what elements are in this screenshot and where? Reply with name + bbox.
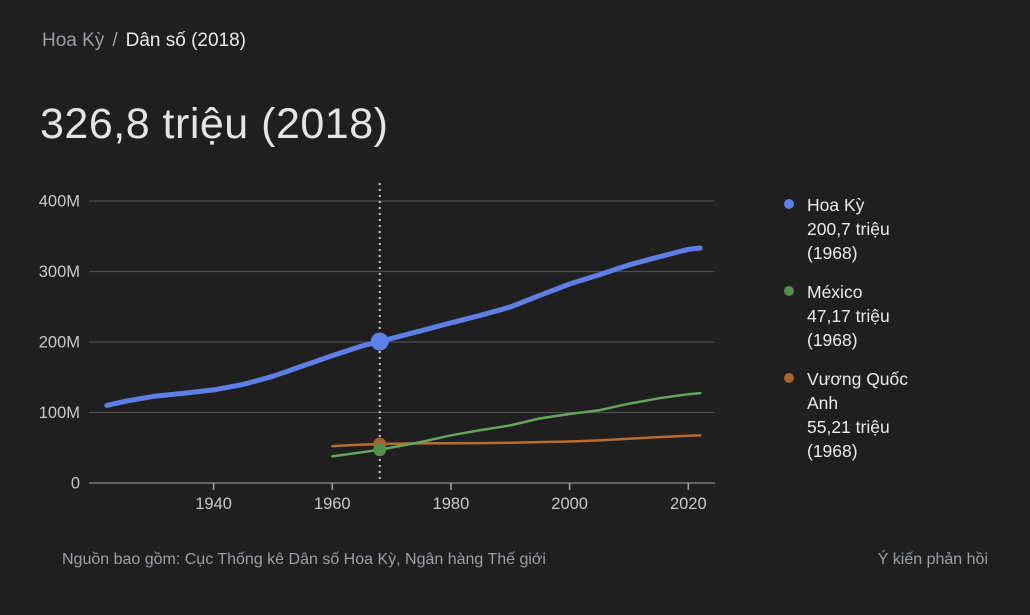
legend-item-text: Hoa Kỳ 200,7 triệu (1968): [807, 193, 921, 265]
y-tick-label: 200M: [39, 334, 80, 352]
x-tick-label: 1980: [433, 495, 470, 513]
chart-legend: Hoa Kỳ 200,7 triệu (1968) México 47,17 t…: [784, 193, 921, 463]
legend-series-year: (1968): [807, 243, 858, 263]
breadcrumb-separator: /: [112, 30, 118, 51]
legend-series-name: México: [807, 282, 863, 302]
series-marker-m-xico[interactable]: [373, 443, 387, 457]
series-line-m-xico[interactable]: [331, 391, 702, 458]
legend-dot-blue-icon: [784, 199, 794, 209]
legend-item-hoa-ky[interactable]: Hoa Kỳ 200,7 triệu (1968): [784, 193, 921, 265]
x-tick-label: 2000: [551, 495, 588, 513]
breadcrumb-current: Dân số (2018): [125, 30, 246, 51]
series-marker-hoa-k-[interactable]: [370, 332, 389, 351]
breadcrumb: Hoa Kỳ / Dân số (2018): [42, 29, 246, 53]
x-tick-label: 1940: [195, 495, 232, 513]
legend-series-name: Vương Quốc Anh: [807, 369, 909, 413]
legend-item-mexico[interactable]: México 47,17 triệu (1968): [784, 280, 921, 352]
series-line-v-ng-qu-c-anh[interactable]: [331, 434, 702, 448]
series-line-hoa-k-[interactable]: [104, 245, 703, 408]
y-tick-label: 400M: [39, 193, 80, 211]
legend-series-value: 200,7 triệu: [807, 219, 890, 239]
x-tick-label: 1960: [314, 495, 351, 513]
page-title: 326,8 triệu (2018): [40, 100, 389, 148]
legend-dot-green-icon: [784, 286, 794, 296]
legend-item-text: México 47,17 triệu (1968): [807, 280, 921, 352]
source-attribution: Nguồn bao gồm: Cục Thống kê Dân số Hoa K…: [62, 551, 546, 568]
legend-series-value: 47,17 triệu: [807, 306, 890, 326]
x-tick-label: 2020: [670, 495, 707, 513]
legend-item-vuong-quoc-anh[interactable]: Vương Quốc Anh 55,21 triệu (1968): [784, 367, 921, 463]
breadcrumb-country-link[interactable]: Hoa Kỳ: [42, 30, 105, 51]
legend-series-year: (1968): [807, 441, 858, 461]
legend-series-name: Hoa Kỳ: [807, 195, 865, 215]
legend-item-text: Vương Quốc Anh 55,21 triệu (1968): [807, 367, 921, 463]
y-tick-label: 100M: [39, 404, 80, 422]
y-tick-label: 0: [71, 475, 80, 493]
legend-dot-orange-icon: [784, 373, 794, 383]
y-tick-label: 300M: [39, 263, 80, 281]
legend-series-year: (1968): [807, 330, 858, 350]
legend-series-value: 55,21 triệu: [807, 417, 890, 437]
feedback-link[interactable]: Ý kiến phản hồi: [877, 551, 988, 568]
